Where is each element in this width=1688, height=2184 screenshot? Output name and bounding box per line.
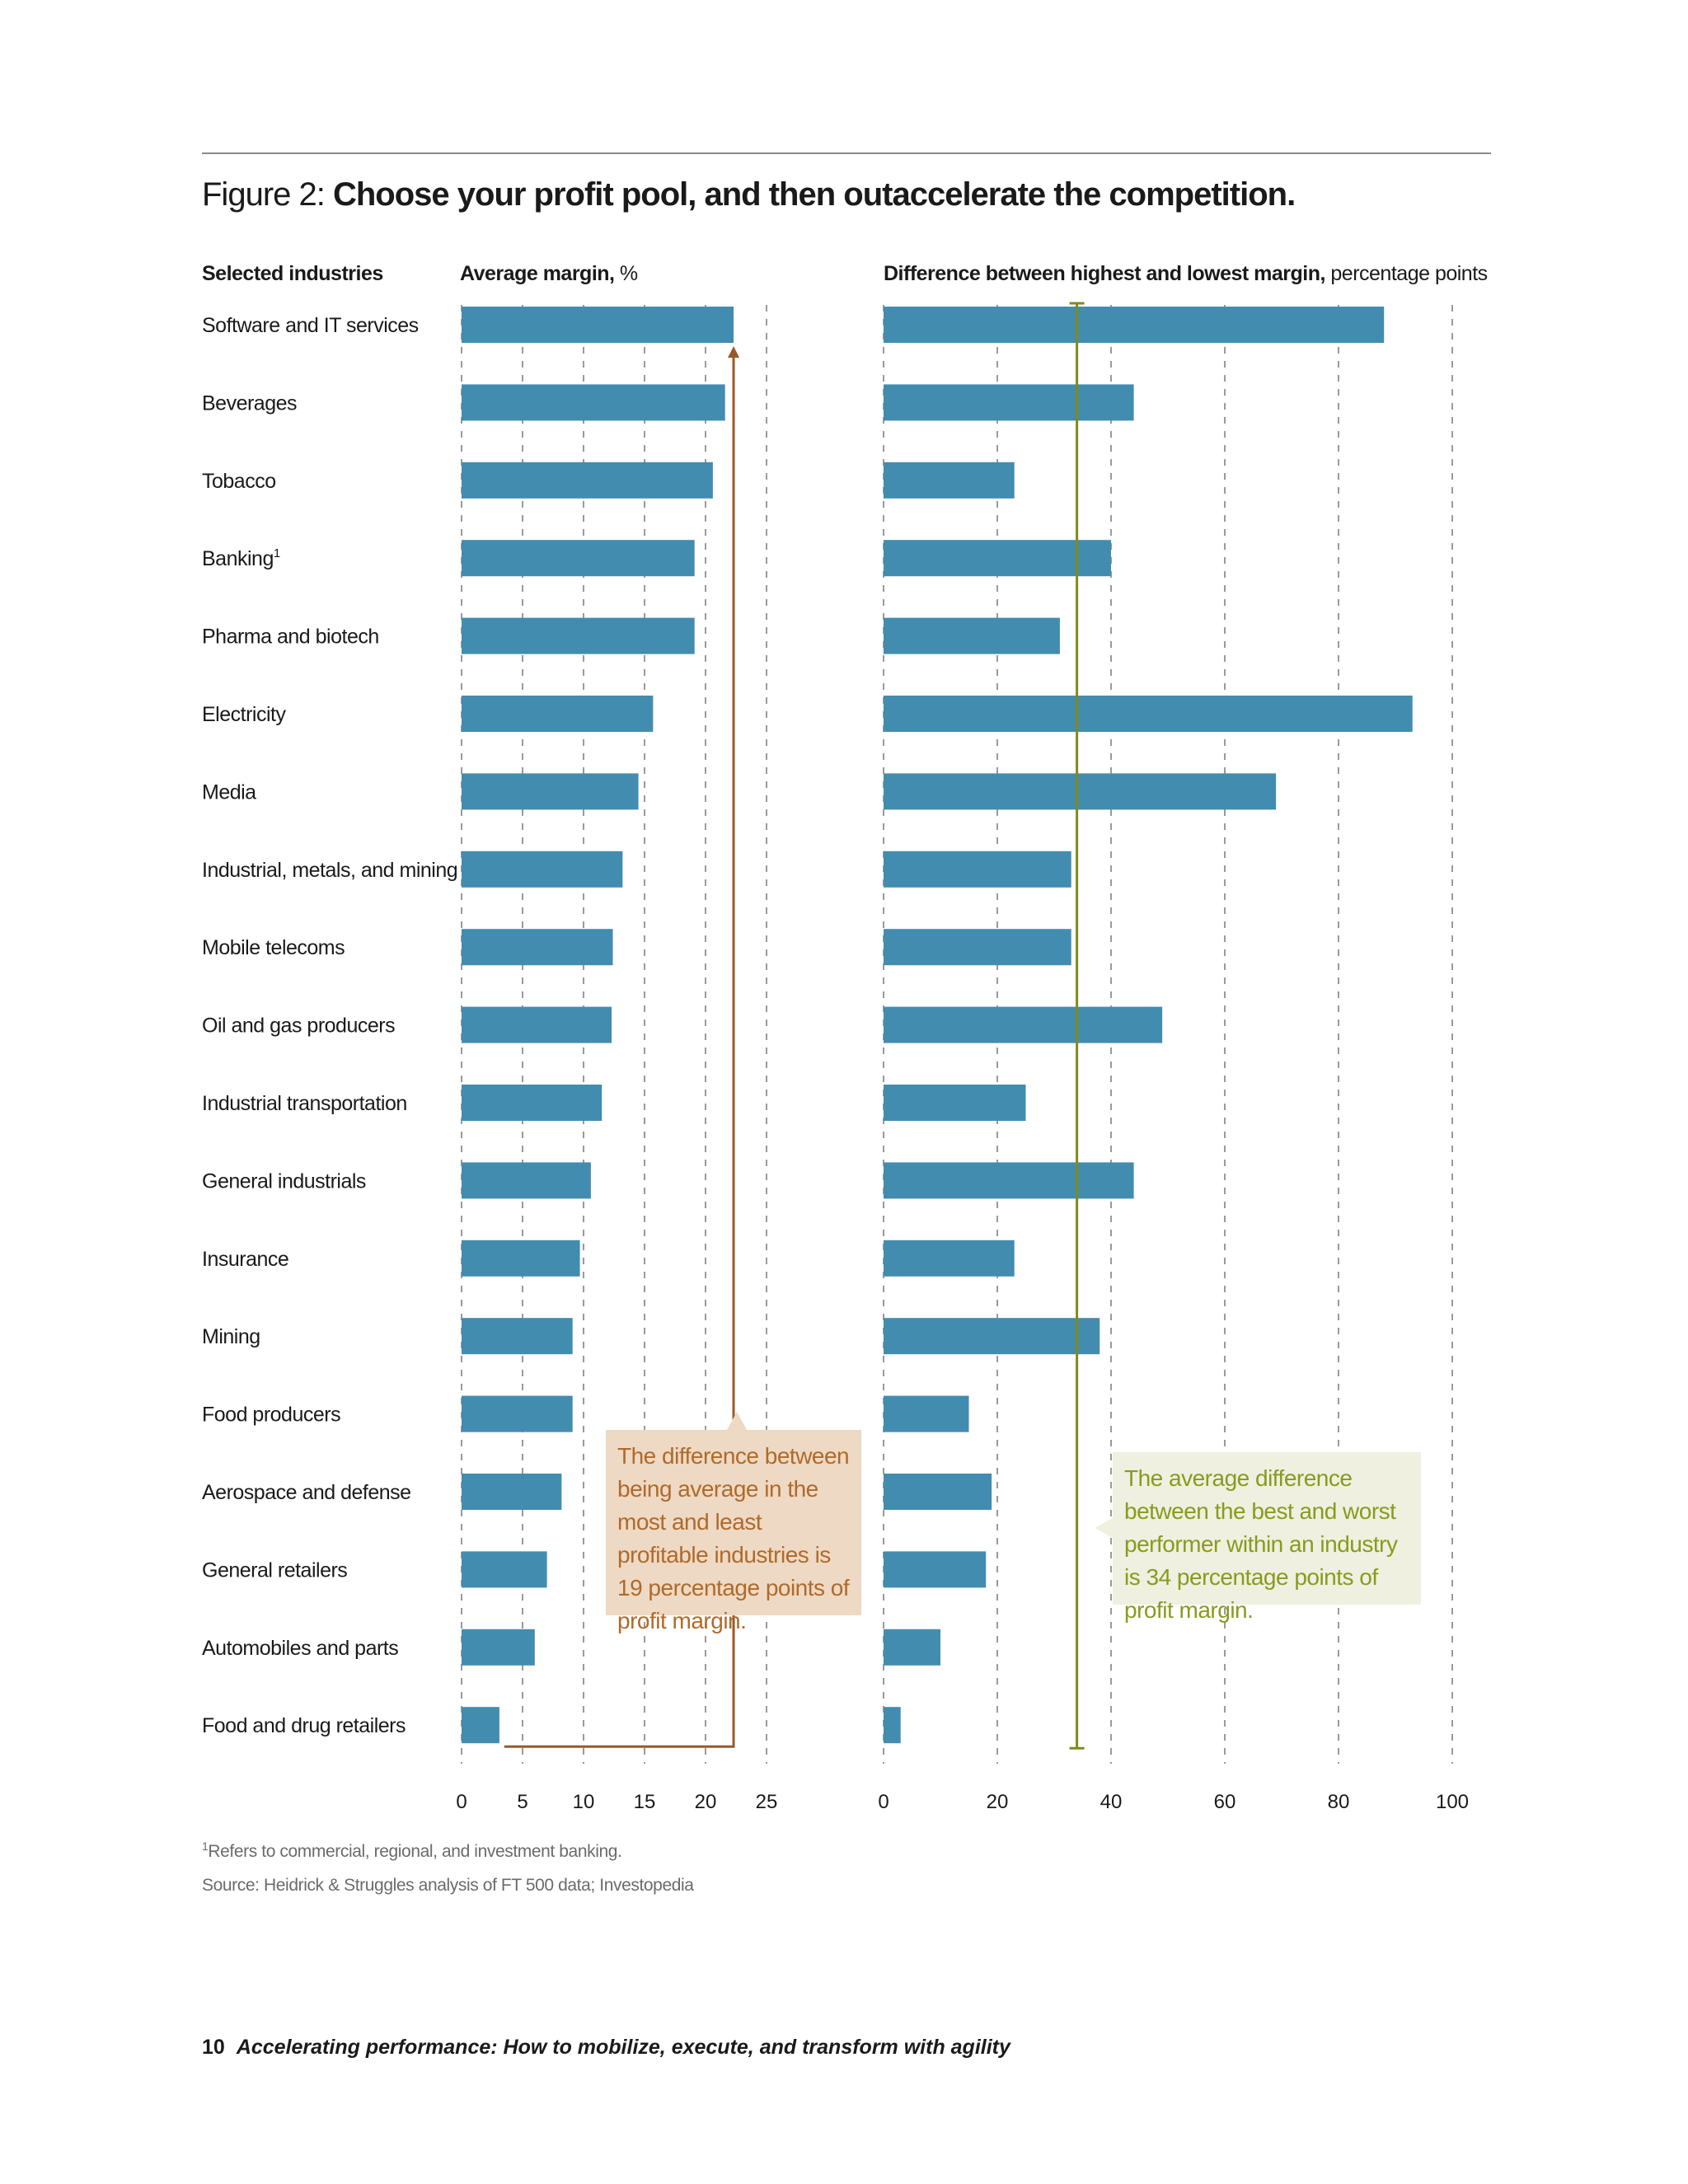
category-label: Pharma and biotech [202, 626, 379, 649]
margin-bar [462, 1318, 573, 1355]
figure-title-prefix: Figure 2: [202, 176, 333, 213]
margin-range-arrowhead [728, 346, 740, 358]
margin-bar [462, 851, 623, 888]
difference-bar [884, 307, 1385, 343]
page-footer: 10 Accelerating performance: How to mobil… [202, 2036, 1010, 2060]
category-label: Banking1 [202, 546, 280, 570]
page-number: 10 [202, 2036, 225, 2059]
footnote-1-text: Refers to commercial, regional, and inve… [208, 1842, 622, 1861]
publication-title: Accelerating performance: How to mobiliz… [236, 2036, 1010, 2059]
difference-callout: The average difference between the best … [1113, 1452, 1421, 1623]
footnote-1-mark: 1 [202, 1840, 209, 1853]
category-label: Oil and gas producers [202, 1015, 395, 1038]
footnote-1: 1Refers to commercial, regional, and inv… [202, 1840, 622, 1862]
margin-bar [462, 384, 725, 421]
difference-header: Difference between highest and lowest ma… [884, 262, 1488, 286]
figure-title-text: Choose your profit pool, and then outacc… [332, 176, 1296, 213]
difference-bar [884, 851, 1071, 888]
difference-tick-label: 80 [1328, 1791, 1350, 1813]
difference-bar [884, 929, 1071, 966]
margin-tick-label: 0 [456, 1791, 467, 1813]
margin-tick-label: 10 [573, 1791, 595, 1813]
difference-bar [884, 462, 1015, 499]
margin-bar [462, 1162, 591, 1199]
difference-tick-label: 20 [987, 1791, 1009, 1813]
margin-bar [462, 1629, 535, 1666]
category-label: Software and IT services [202, 314, 419, 337]
margin-bar [462, 773, 639, 810]
category-label: Electricity [202, 703, 286, 726]
margin-callout: The difference between being average in … [606, 1430, 861, 1633]
difference-bar [884, 1551, 987, 1588]
margin-header-bold: Average margin, [460, 262, 615, 285]
margin-bar [462, 1006, 612, 1043]
difference-bar [884, 1085, 1026, 1121]
margin-range-bracket [504, 356, 735, 1748]
left-callout-pointer [727, 1412, 747, 1430]
difference-bar [884, 1240, 1015, 1277]
difference-bar [884, 617, 1060, 654]
margin-bar [462, 540, 695, 577]
industries-header: Selected industries [202, 262, 383, 285]
category-label: Food and drug retailers [202, 1714, 406, 1737]
difference-bar [884, 1006, 1163, 1043]
difference-bar [884, 773, 1277, 810]
margin-tick-label: 25 [756, 1791, 778, 1813]
category-label: Mobile telecoms [202, 936, 345, 959]
difference-bar [884, 540, 1111, 577]
margin-tick-label: 20 [695, 1791, 717, 1813]
margin-tick-label: 15 [634, 1791, 656, 1813]
difference-bar [884, 1162, 1134, 1199]
difference-bar [884, 1474, 992, 1510]
difference-bar [884, 1318, 1100, 1355]
category-label: Mining [202, 1325, 260, 1348]
figure-title: Figure 2: Choose your profit pool, and t… [202, 176, 1296, 213]
difference-header-bold: Difference between highest and lowest ma… [884, 262, 1325, 285]
difference-tick-label: 60 [1214, 1791, 1236, 1813]
difference-bar [884, 696, 1413, 732]
category-label: Food producers [202, 1404, 340, 1427]
difference-tick-label: 100 [1436, 1791, 1469, 1813]
category-label: Insurance [202, 1248, 288, 1271]
category-label: Industrial, metals, and mining [202, 859, 457, 882]
margin-bar [462, 929, 613, 966]
margin-bar [462, 1474, 562, 1510]
margin-bar [462, 1551, 547, 1588]
margin-bar [462, 1395, 573, 1432]
difference-tick-label: 0 [878, 1791, 889, 1813]
margin-bar [462, 1707, 499, 1744]
difference-header-unit: percentage points [1325, 262, 1488, 285]
margin-bar [462, 1085, 603, 1121]
source-note: Source: Heidrick & Struggles analysis of… [202, 1876, 694, 1895]
difference-bar [884, 1395, 969, 1432]
difference-bar [884, 1707, 901, 1744]
category-label: Industrial transportation [202, 1092, 407, 1115]
category-label: General retailers [202, 1558, 347, 1582]
category-label: Automobiles and parts [202, 1637, 398, 1660]
margin-header: Average margin, % [460, 262, 638, 286]
category-label: Beverages [202, 391, 297, 415]
margin-bar [462, 307, 734, 343]
difference-bar [884, 1629, 940, 1666]
category-label: General industrials [202, 1169, 366, 1193]
category-label: Tobacco [202, 470, 276, 493]
category-label: Aerospace and defense [202, 1481, 411, 1504]
margin-bar [462, 617, 695, 654]
difference-bar [884, 384, 1134, 421]
right-callout-pointer [1095, 1518, 1113, 1538]
margin-bar [462, 1240, 580, 1277]
difference-tick-label: 40 [1100, 1791, 1123, 1813]
margin-bar [462, 462, 713, 499]
margin-bar [462, 696, 654, 732]
margin-tick-label: 5 [517, 1791, 528, 1813]
margin-header-unit: % [614, 262, 638, 285]
top-rule [202, 152, 1491, 154]
category-label: Media [202, 780, 256, 804]
